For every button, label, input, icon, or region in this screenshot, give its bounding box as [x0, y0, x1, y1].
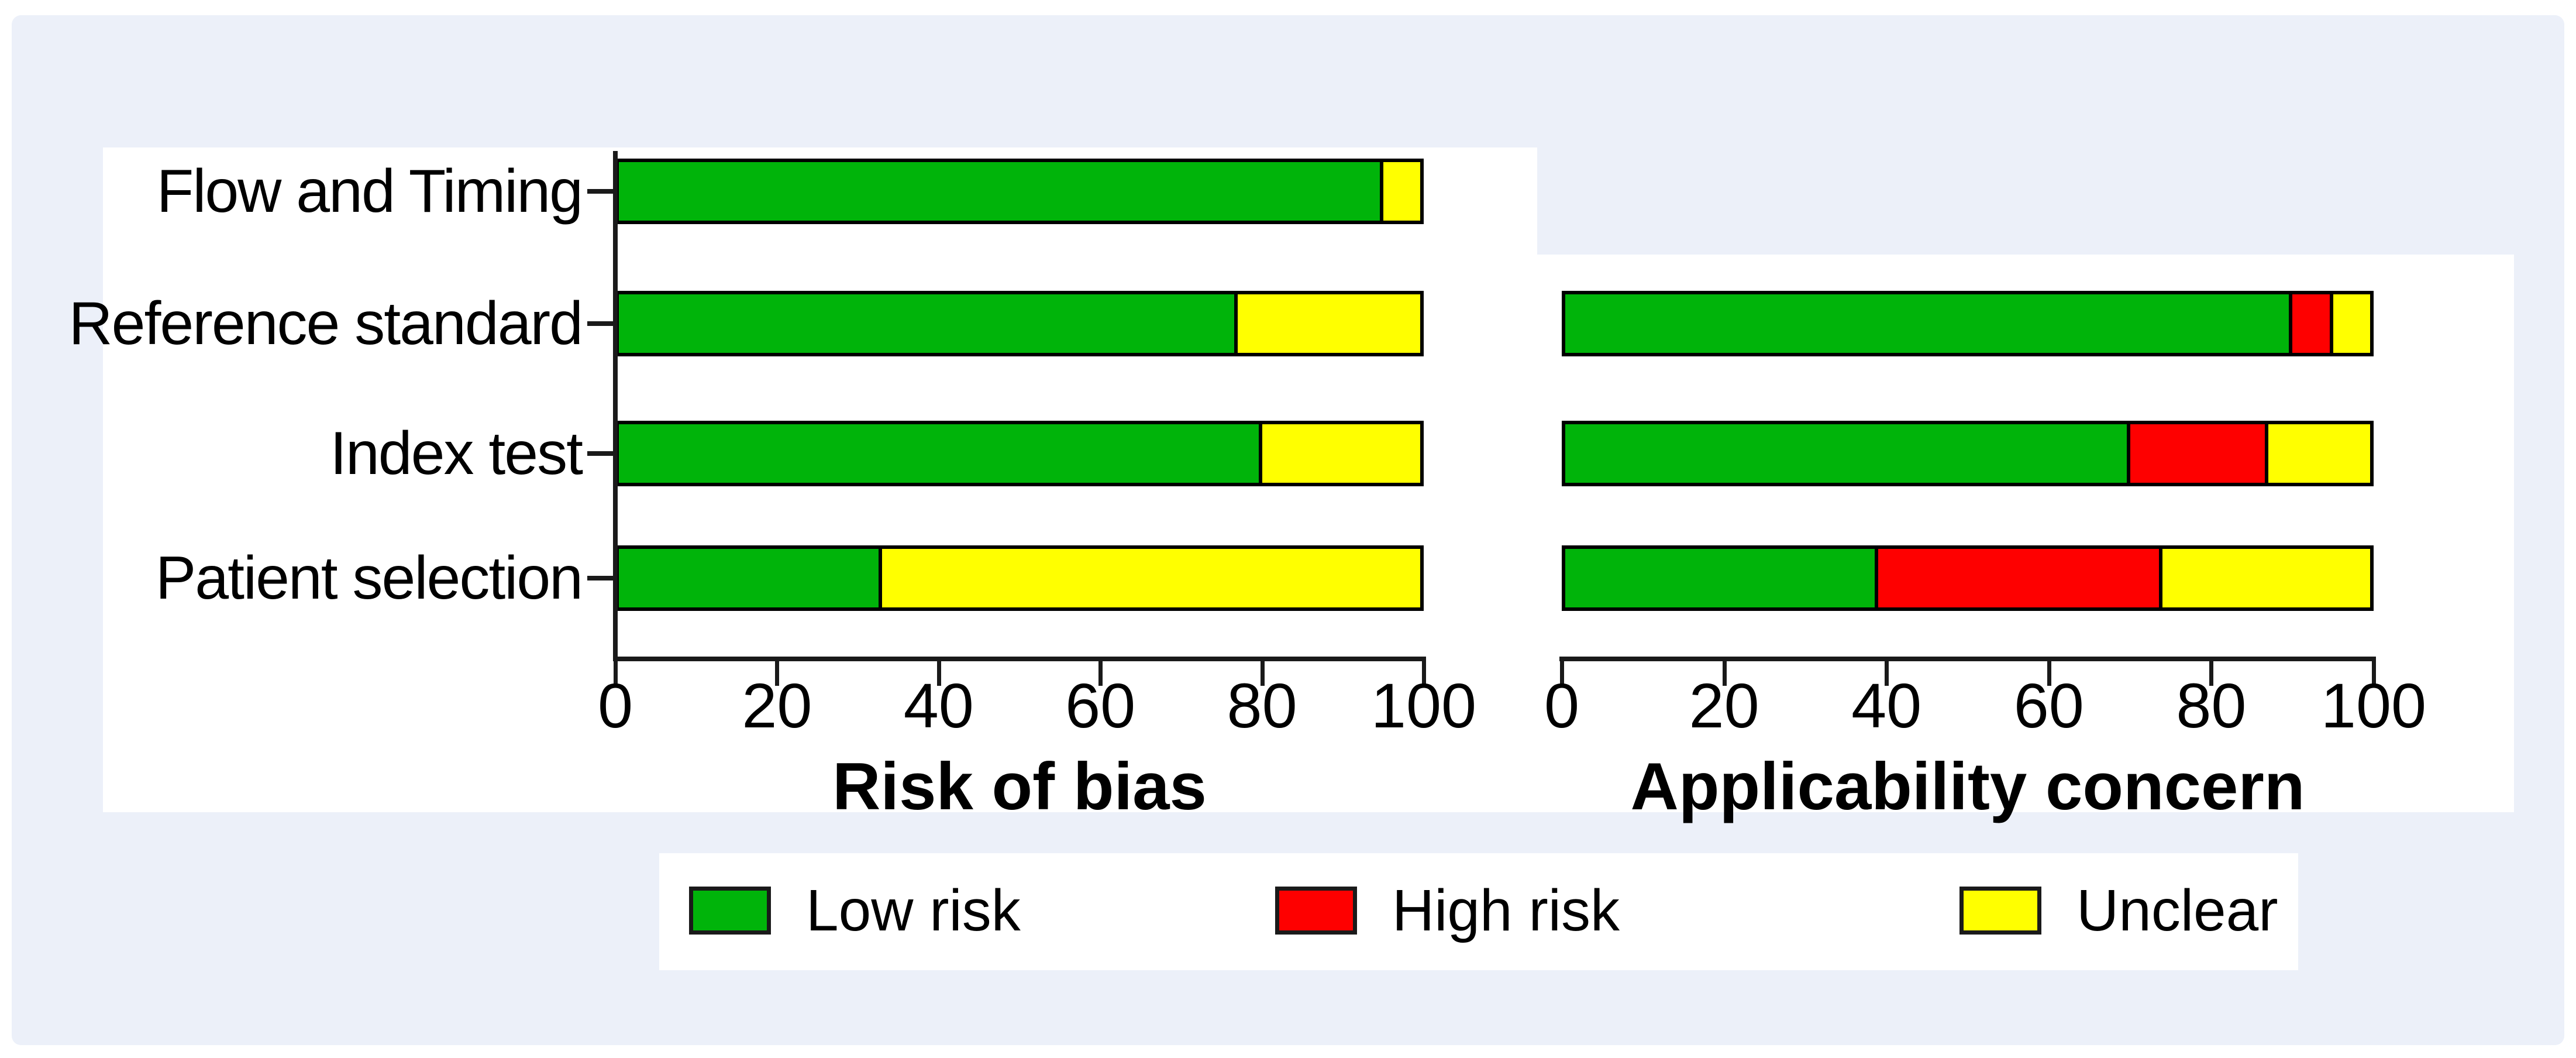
low-risk-swatch: [689, 887, 771, 935]
category-tick-mark: [587, 451, 613, 456]
bar-segment-low-risk: [1562, 421, 2130, 486]
bar-segment-unclear: [2162, 545, 2374, 611]
x-axis-tick-label: 60: [2013, 670, 2084, 741]
bar-segment-low-risk: [1562, 291, 2293, 356]
category-label: Reference standard: [68, 290, 583, 358]
x-axis-tick: [936, 661, 941, 686]
x-axis-tick-label: 40: [903, 670, 974, 741]
category-tick-mark: [587, 321, 613, 326]
category-label: Patient selection: [155, 544, 583, 612]
category-label: Index test: [330, 420, 583, 487]
applicability-axis-title: Applicability concern: [1630, 750, 2305, 824]
bar-segment-high-risk: [2130, 421, 2268, 486]
bar-segment-unclear: [2333, 291, 2374, 356]
bar-segment-low-risk: [615, 159, 1383, 224]
unclear-swatch: [1959, 887, 2041, 935]
legend-label: High risk: [1392, 878, 1620, 943]
legend-label: Unclear: [2076, 878, 2278, 943]
x-axis-tick-label: 0: [597, 670, 633, 741]
stacked-bar-reference-standard: [1562, 291, 2374, 356]
x-axis-tick: [1722, 661, 1727, 686]
x-axis-tick-label: 20: [1689, 670, 1759, 741]
bar-segment-high-risk: [1878, 545, 2163, 611]
x-axis-tick: [1098, 661, 1103, 686]
category-label: Flow and Timing: [156, 157, 583, 225]
x-axis-tick-label: 60: [1065, 670, 1136, 741]
category-tick-mark: [587, 189, 613, 194]
bar-segment-low-risk: [615, 291, 1238, 356]
x-axis-tick: [775, 661, 780, 686]
x-axis-tick: [2209, 661, 2214, 686]
x-axis-tick-label: 80: [1227, 670, 1297, 741]
category-tick-mark: [587, 576, 613, 580]
x-axis-tick: [2372, 661, 2376, 686]
risk-of-bias-axis-title: Risk of bias: [832, 750, 1207, 824]
x-axis-line: [613, 657, 1426, 661]
stacked-bar-patient-selection: [1562, 545, 2374, 611]
bar-segment-unclear: [2268, 421, 2374, 486]
stacked-bar-reference-standard: [615, 291, 1424, 356]
bar-segment-high-risk: [2292, 291, 2333, 356]
x-axis-tick-label: 80: [2176, 670, 2247, 741]
x-axis-tick: [1560, 661, 1564, 686]
stacked-bar-index-test: [1562, 421, 2374, 486]
legend-label: Low risk: [806, 878, 1021, 943]
x-axis-tick-label: 40: [1851, 670, 1922, 741]
legend-item-low-risk: Low risk: [689, 881, 1021, 940]
bar-segment-unclear: [1262, 421, 1424, 486]
stacked-bar-index-test: [615, 421, 1424, 486]
stacked-bar-patient-selection: [615, 545, 1424, 611]
bar-segment-low-risk: [1562, 545, 1879, 611]
x-axis-tick: [614, 661, 618, 686]
x-axis-tick: [1260, 661, 1265, 686]
legend-item-unclear: Unclear: [1959, 881, 2278, 940]
x-axis-tick-label: 100: [1370, 670, 1477, 741]
x-axis-tick-label: 0: [1544, 670, 1580, 741]
x-axis-tick-label: 20: [742, 670, 812, 741]
y-axis-line: [613, 151, 618, 661]
bar-segment-low-risk: [615, 545, 883, 611]
x-axis-tick: [1422, 661, 1426, 686]
x-axis-tick: [2047, 661, 2051, 686]
x-axis-line: [1559, 657, 2376, 661]
bar-segment-unclear: [1238, 291, 1424, 356]
high-risk-swatch: [1275, 887, 1357, 935]
legend-item-high-risk: High risk: [1275, 881, 1620, 940]
x-axis-tick-label: 100: [2320, 670, 2427, 741]
bar-segment-unclear: [882, 545, 1424, 611]
bar-segment-low-risk: [615, 421, 1262, 486]
stacked-bar-flow-and-timing: [615, 159, 1424, 224]
bar-segment-unclear: [1383, 159, 1424, 224]
x-axis-tick: [1885, 661, 1889, 686]
